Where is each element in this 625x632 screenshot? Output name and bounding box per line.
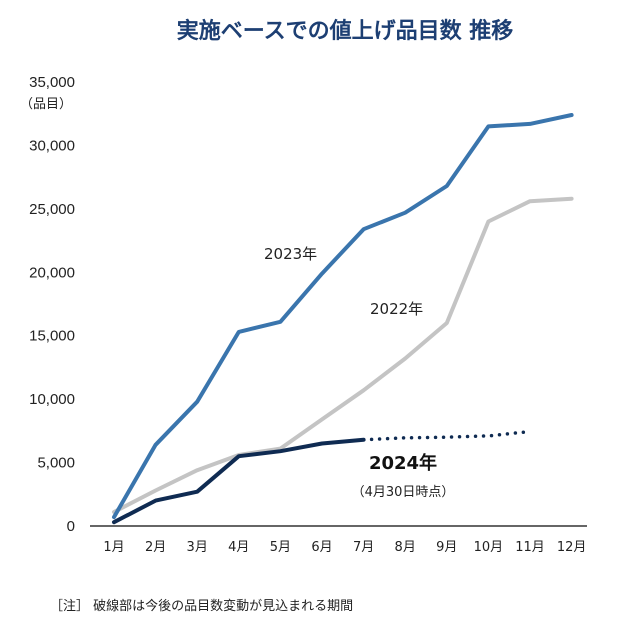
series-line-2023年 — [112, 113, 574, 520]
y-axis-ticks: 0 5,000 10,000 15,000 20,000 25,000 30,000 35,0… — [29, 74, 75, 535]
x-tick-label: 6月 — [311, 540, 332, 555]
x-tick-label: 1月 — [103, 540, 124, 555]
x-tick-label: 4月 — [228, 540, 249, 555]
x-tick-label: 2月 — [145, 540, 166, 555]
series-sublabel-2024: （4月30日時点） — [352, 485, 455, 500]
chart-title: 実施ベースでの値上げ品目数 推移 — [177, 18, 514, 44]
x-tick-label: 10月 — [474, 540, 504, 555]
x-tick-label: 11月 — [515, 540, 545, 555]
y-tick-label: 20,000 — [29, 264, 75, 281]
y-tick-label: 10,000 — [29, 391, 75, 408]
y-tick-label: 0 — [67, 518, 75, 535]
series-label-2022: 2022年 — [370, 300, 423, 318]
series-line-2024年 — [112, 437, 366, 525]
series-label-2024: 2024年 — [369, 452, 437, 474]
series-line-2022年 — [112, 196, 574, 514]
x-tick-label: 12月 — [557, 540, 587, 555]
x-tick-label: 8月 — [395, 540, 416, 555]
y-tick-label: 30,000 — [29, 137, 75, 154]
x-tick-label: 7月 — [353, 540, 374, 555]
x-axis-ticks: 1月 2月 3月 4月 5月 6月 7月 8月 9月 10月 11月 12月 — [103, 540, 586, 555]
y-tick-label: 35,000 — [29, 74, 75, 91]
series-projected-line-2024年 — [361, 429, 532, 442]
y-tick-label: 15,000 — [29, 328, 75, 345]
y-axis-unit: （品目） — [20, 97, 72, 112]
y-tick-label: 25,000 — [29, 201, 75, 218]
y-tick-label: 5,000 — [37, 455, 75, 472]
x-tick-label: 5月 — [270, 540, 291, 555]
x-tick-label: 9月 — [436, 540, 457, 555]
footnote: ［注］ 破線部は今後の品目数変動が見込まれる期間 — [50, 598, 353, 614]
x-tick-label: 3月 — [187, 540, 208, 555]
series-lines — [112, 113, 574, 525]
series-label-2023: 2023年 — [264, 245, 317, 263]
